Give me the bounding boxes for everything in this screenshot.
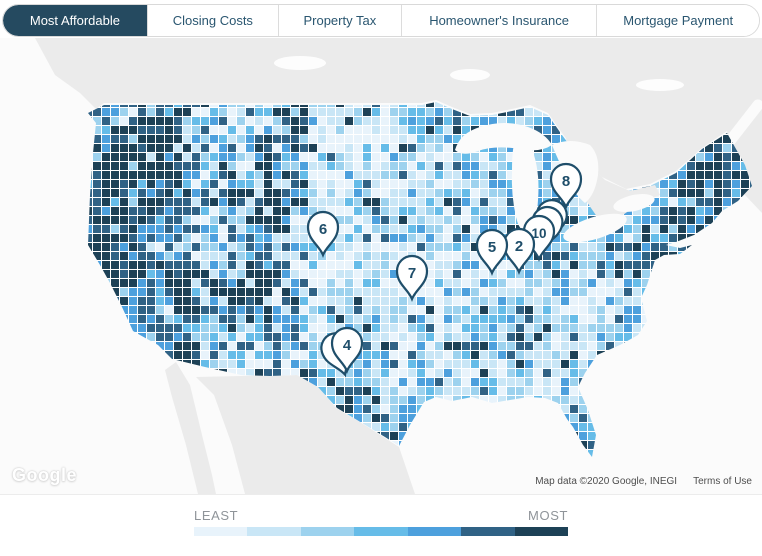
mexico-landmass: [196, 374, 415, 494]
canada-lake: [274, 56, 326, 70]
tab-mortgage-payment[interactable]: Mortgage Payment: [596, 5, 759, 36]
tab-homeowner-s-insurance[interactable]: Homeowner's Insurance: [400, 5, 597, 36]
map-marker-7[interactable]: 7: [395, 254, 429, 302]
legend-swatch: [354, 527, 408, 536]
map-data-attribution: Map data ©2020 Google, INEGI: [529, 473, 684, 490]
county-mosaic: [88, 102, 752, 457]
baja-peninsula: [165, 362, 216, 494]
svg-text:10: 10: [531, 226, 546, 241]
map-marker-5[interactable]: 5: [475, 228, 509, 276]
svg-text:7: 7: [408, 265, 416, 282]
map-legend: LEAST MOST: [0, 494, 762, 556]
terms-of-use-link[interactable]: Terms of Use: [687, 473, 758, 490]
svg-text:2: 2: [515, 238, 523, 255]
us-county-choropleth-map: 8 10 2 5 6 7 4: [0, 38, 762, 494]
tab-most-affordable[interactable]: Most Affordable: [3, 5, 147, 36]
lake-erie: [563, 213, 627, 243]
legend-swatch: [300, 527, 355, 536]
legend-swatch: [247, 527, 301, 536]
map-container[interactable]: 8 10 2 5 6 7 4 Google Map data ©2020 Google, I…: [0, 38, 762, 494]
svg-text:8: 8: [562, 173, 570, 190]
canada-lake: [450, 69, 490, 81]
legend-swatch: [514, 527, 568, 536]
map-marker-6[interactable]: 6: [306, 210, 340, 258]
legend-swatch: [194, 527, 248, 536]
legend-most-label: MOST: [528, 508, 568, 523]
canada-lake: [636, 79, 684, 91]
lake-michigan: [511, 139, 539, 232]
legend-color-bar: [194, 527, 568, 536]
svg-text:4: 4: [343, 337, 352, 354]
map-marker-8[interactable]: 8: [549, 162, 583, 210]
lake-ontario: [613, 194, 655, 212]
map-attribution-bar: Map data ©2020 Google, INEGI Terms of Us…: [529, 473, 758, 490]
canada-landmass: [35, 38, 762, 213]
tab-bar: Most Affordable Closing Costs Property Tax…: [2, 4, 760, 37]
map-marker-4[interactable]: 4: [330, 326, 364, 374]
legend-swatch: [461, 527, 515, 536]
svg-text:6: 6: [319, 221, 327, 238]
svg-text:5: 5: [488, 239, 496, 256]
tab-property-tax[interactable]: Property Tax: [277, 5, 401, 36]
legend-least-label: LEAST: [194, 508, 239, 523]
tab-closing-costs[interactable]: Closing Costs: [146, 5, 278, 36]
google-logo[interactable]: Google: [12, 465, 77, 485]
map-marker-2[interactable]: 2: [502, 227, 536, 275]
legend-swatch: [407, 527, 462, 536]
